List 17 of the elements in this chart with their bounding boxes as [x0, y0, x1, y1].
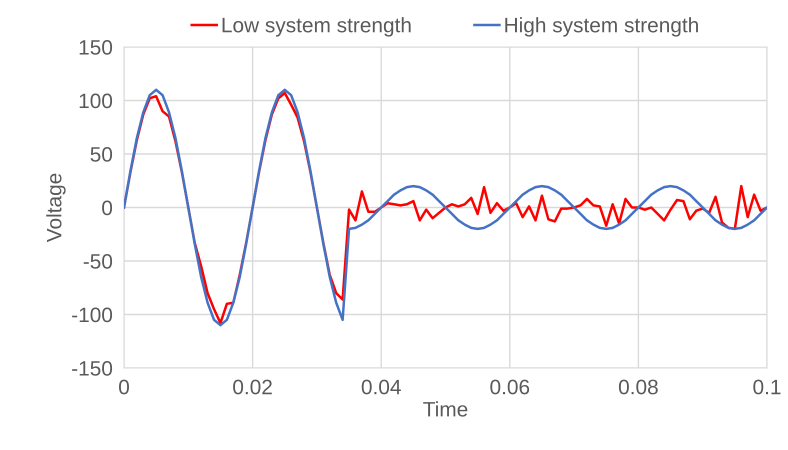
x-tick-label: 0.08: [618, 380, 658, 394]
y-tick-label: 50: [90, 147, 112, 162]
x-tick-label: 0: [119, 380, 129, 394]
y-tick-label: -100: [72, 308, 112, 322]
x-tick-label: 0.1: [753, 380, 780, 394]
x-tick-label: 0.06: [490, 380, 530, 394]
x-axis-title: Time: [423, 401, 468, 417]
y-tick-label: 0: [102, 200, 112, 216]
x-tick-label: 0.04: [362, 380, 401, 394]
legend-label: High system strength: [505, 17, 698, 37]
y-tick-label: -50: [84, 254, 112, 269]
y-tick-label: 100: [80, 94, 112, 108]
y-tick-label: -150: [72, 361, 112, 376]
y-tick-label: 150: [80, 40, 112, 55]
legend-label: Low system strength: [222, 17, 411, 37]
x-tick-label: 0.02: [233, 380, 272, 394]
y-axis-title: Voltage: [46, 174, 66, 242]
